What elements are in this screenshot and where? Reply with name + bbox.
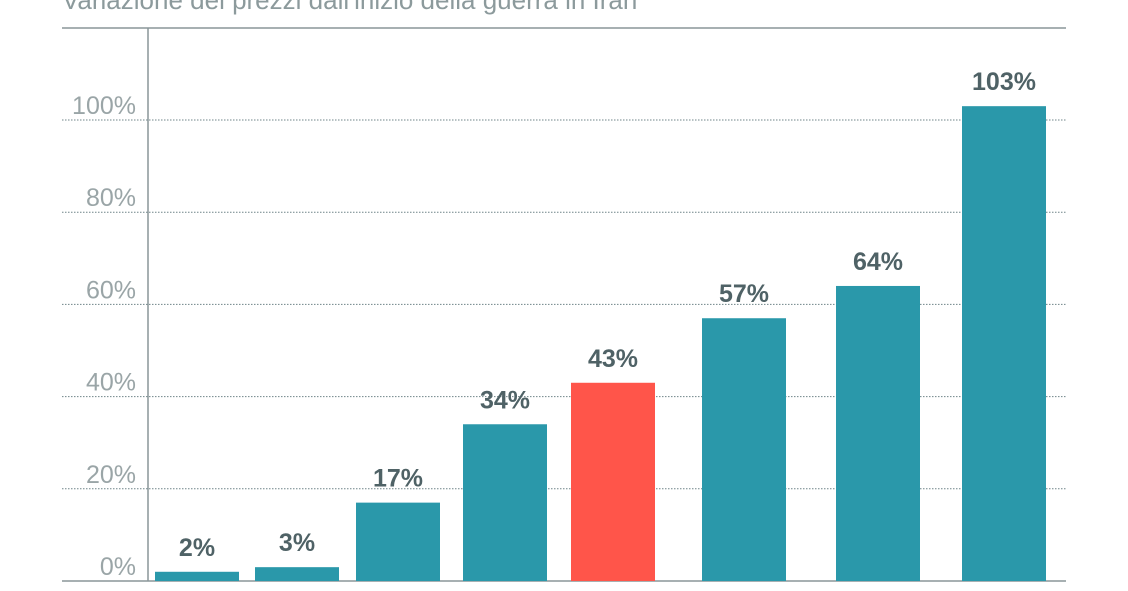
y-tick-label: 100% bbox=[72, 92, 136, 120]
y-tick-label: 0% bbox=[100, 553, 136, 581]
y-tick-label: 80% bbox=[86, 184, 136, 212]
bar-value-label: 2% bbox=[179, 534, 215, 562]
bar bbox=[255, 567, 339, 581]
bar-value-label: 17% bbox=[373, 465, 423, 493]
bar bbox=[962, 106, 1046, 582]
bar bbox=[702, 318, 786, 581]
y-tick-label: 60% bbox=[86, 276, 136, 304]
y-tick-labels: 0% 20% 40% 60% 80% 100% bbox=[72, 92, 136, 581]
bar bbox=[356, 502, 440, 581]
y-tick-label: 40% bbox=[86, 369, 136, 397]
bar-value-label: 43% bbox=[588, 345, 638, 373]
bar bbox=[155, 571, 239, 581]
bar-value-label: 57% bbox=[719, 280, 769, 308]
bar bbox=[836, 285, 920, 581]
data-labels: 2% 3% 17% 34% 43% 57% 64% 103% bbox=[179, 68, 1036, 562]
chart-title: Variazione dei prezzi dall'inizio della … bbox=[62, 0, 637, 15]
bar-highlighted bbox=[571, 382, 655, 581]
grid-lines bbox=[62, 119, 1066, 490]
bar-value-label: 64% bbox=[853, 248, 903, 276]
y-tick-label: 20% bbox=[86, 461, 136, 489]
bar-value-label: 3% bbox=[279, 529, 315, 557]
bar bbox=[463, 424, 547, 581]
bars bbox=[155, 106, 1046, 582]
bar-value-label: 34% bbox=[480, 386, 530, 414]
bar-value-label: 103% bbox=[972, 68, 1036, 96]
